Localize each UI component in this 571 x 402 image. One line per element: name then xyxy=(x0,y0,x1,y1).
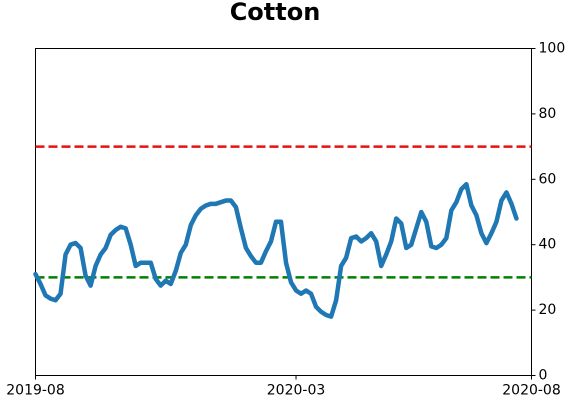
plot-frame xyxy=(35,48,532,376)
chart-title: Cotton xyxy=(230,0,321,26)
x-tick-label: 2020-08 xyxy=(502,383,561,399)
y-tick-label: 20 xyxy=(539,302,557,318)
y-tick-label: 60 xyxy=(539,171,557,187)
y-tick-label: 0 xyxy=(539,368,548,384)
y-tick-label: 40 xyxy=(539,237,557,253)
y-tick-label: 80 xyxy=(539,106,557,122)
x-tick-label: 2020-03 xyxy=(267,383,326,399)
line-series xyxy=(33,181,519,319)
x-tick-label: 2019-08 xyxy=(6,383,65,399)
y-tick-label: 100 xyxy=(539,41,566,57)
